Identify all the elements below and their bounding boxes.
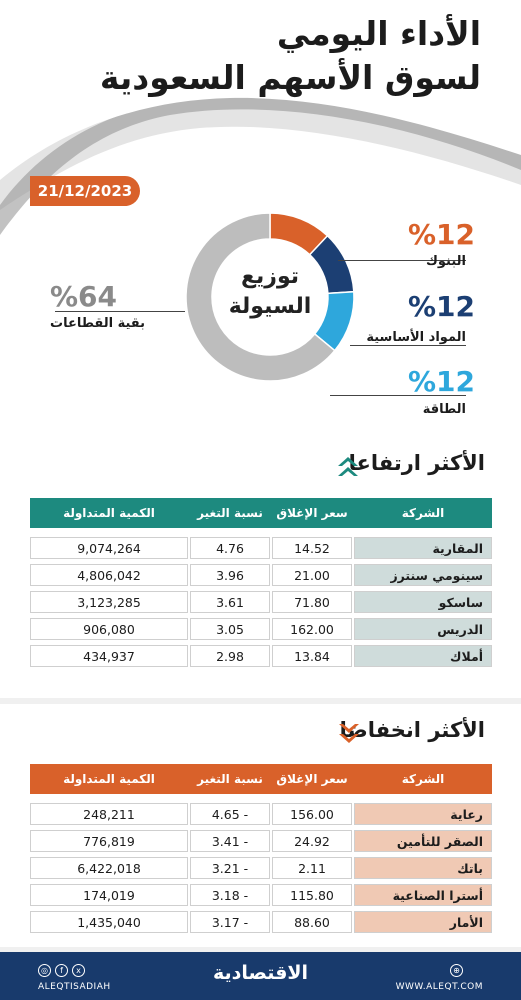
- cell-volume: 174,019: [30, 884, 188, 906]
- label-energy: الطاقة: [422, 402, 466, 417]
- gainers-table-header: الشركة سعر الإغلاق نسبة التغير % الكمية …: [30, 498, 492, 550]
- cell-company: الصقر للتأمين: [354, 830, 492, 852]
- col-close: سعر الإغلاق: [276, 506, 348, 520]
- globe-icon: ⊕: [450, 964, 463, 977]
- pct-others: %64: [50, 280, 118, 313]
- col-change: نسبة التغير %: [197, 506, 263, 550]
- table-row: باتك 2.11 3.21 -6,422,018: [30, 857, 492, 879]
- instagram-icon[interactable]: ◎: [38, 964, 51, 977]
- cell-volume: 906,080: [30, 618, 188, 640]
- cell-company: سينومي سنترز: [354, 564, 492, 586]
- cell-volume: 4,806,042: [30, 564, 188, 586]
- cell-close: 156.00: [272, 803, 352, 825]
- cell-change: 4.76: [190, 537, 270, 559]
- cell-volume: 248,211: [30, 803, 188, 825]
- table-row: سينومي سنترز 21.00 3.96 4,806,042: [30, 564, 492, 586]
- cell-volume: 3,123,285: [30, 591, 188, 613]
- facebook-icon[interactable]: f: [55, 964, 68, 977]
- label-banks: البنوك: [425, 254, 466, 269]
- double-chevron-down-icon: [339, 724, 359, 743]
- cell-company: ساسكو: [354, 591, 492, 613]
- cell-close: 24.92: [272, 830, 352, 852]
- col-company: الشركة: [401, 772, 445, 786]
- cell-change: 3.05: [190, 618, 270, 640]
- x-icon[interactable]: x: [72, 964, 85, 977]
- cell-close: 71.80: [272, 591, 352, 613]
- cell-company: رعاية: [354, 803, 492, 825]
- col-company: الشركة: [401, 506, 445, 520]
- date-badge: 21/12/2023: [30, 176, 140, 206]
- label-materials: المواد الأساسية: [366, 330, 466, 345]
- cell-close: 21.00: [272, 564, 352, 586]
- table-row: الأمار 88.60 3.17 -1,435,040: [30, 911, 492, 933]
- cell-volume: 434,937: [30, 645, 188, 667]
- cell-volume: 9,074,264: [30, 537, 188, 559]
- cell-change: 2.98: [190, 645, 270, 667]
- cell-change: 4.65 -: [190, 803, 270, 825]
- cell-close: 2.11: [272, 857, 352, 879]
- header-area: الأداء اليومي لسوق الأسهم السعودية 21/12…: [0, 0, 521, 440]
- cell-company: أسترا الصناعية: [354, 884, 492, 906]
- cell-volume: 6,422,018: [30, 857, 188, 879]
- losers-table-header: الشركة سعر الإغلاق نسبة التغير % الكمية …: [30, 764, 492, 816]
- gainers-title: الأكثر ارتفاعا: [348, 451, 485, 475]
- cell-close: 162.00: [272, 618, 352, 640]
- top-losers-section: الأكثر انخفاضا الشركة سعر الإغلاق نسبة ا…: [0, 704, 521, 947]
- cell-company: الدريس: [354, 618, 492, 640]
- table-row: المقارية 14.52 4.76 9,074,264: [30, 537, 492, 559]
- table-row: الدريس 162.00 3.05 906,080: [30, 618, 492, 640]
- table-row: رعاية 156.00 4.65 -248,211: [30, 803, 492, 825]
- cell-volume: 776,819: [30, 830, 188, 852]
- cell-change: 3.18 -: [190, 884, 270, 906]
- cell-close: 88.60: [272, 911, 352, 933]
- losers-title: الأكثر انخفاضا: [339, 718, 485, 742]
- col-volume: الكمية المتداولة: [63, 772, 155, 786]
- footer-website[interactable]: WWW.ALEQT.COM: [395, 982, 483, 992]
- cell-volume: 1,435,040: [30, 911, 188, 933]
- page-title-line1: الأداء اليومي: [276, 14, 481, 53]
- double-chevron-up-icon: [338, 457, 358, 476]
- donut-center-line2: السيولة: [228, 294, 312, 319]
- pct-energy: %12: [408, 365, 476, 398]
- cell-company: الأمار: [354, 911, 492, 933]
- pct-materials: %12: [408, 290, 476, 323]
- table-row: أملاك 13.84 2.98 434,937: [30, 645, 492, 667]
- cell-close: 13.84: [272, 645, 352, 667]
- cell-change: 3.41 -: [190, 830, 270, 852]
- donut-slice-3: [185, 212, 336, 382]
- leader-line-materials: [350, 345, 466, 346]
- cell-change: 3.21 -: [190, 857, 270, 879]
- cell-company: أملاك: [354, 645, 492, 667]
- cell-change: 3.96: [190, 564, 270, 586]
- page-title-line2: لسوق الأسهم السعودية: [99, 58, 481, 97]
- leader-line-energy: [330, 395, 466, 396]
- col-volume: الكمية المتداولة: [63, 506, 155, 520]
- footer-social-handle[interactable]: ALEQTISADIAH: [38, 982, 111, 992]
- table-row: الصقر للتأمين 24.92 3.41 -776,819: [30, 830, 492, 852]
- col-close: سعر الإغلاق: [276, 772, 348, 786]
- cell-change: 3.17 -: [190, 911, 270, 933]
- header-wave: [0, 0, 521, 235]
- leader-line-banks: [338, 260, 466, 261]
- donut-center-line1: توزيع: [240, 264, 299, 289]
- footer-brand-logo: الاقتصادية: [212, 962, 309, 984]
- cell-change: 3.61: [190, 591, 270, 613]
- cell-close: 14.52: [272, 537, 352, 559]
- cell-close: 115.80: [272, 884, 352, 906]
- liquidity-donut-chart: [185, 212, 355, 382]
- leader-line-others: [55, 311, 185, 312]
- label-others: بقية القطاعات: [50, 316, 146, 331]
- cell-company: المقارية: [354, 537, 492, 559]
- pct-banks: %12: [408, 218, 476, 251]
- table-row: أسترا الصناعية 115.80 3.18 -174,019: [30, 884, 492, 906]
- table-row: ساسكو 71.80 3.61 3,123,285: [30, 591, 492, 613]
- cell-company: باتك: [354, 857, 492, 879]
- footer: ◎ f x ALEQTISADIAH الاقتصادية ⊕ WWW.ALEQ…: [0, 952, 521, 1000]
- col-change: نسبة التغير %: [197, 772, 263, 816]
- top-gainers-section: الأكثر ارتفاعا الشركة سعر الإغلاق نسبة ا…: [0, 440, 521, 698]
